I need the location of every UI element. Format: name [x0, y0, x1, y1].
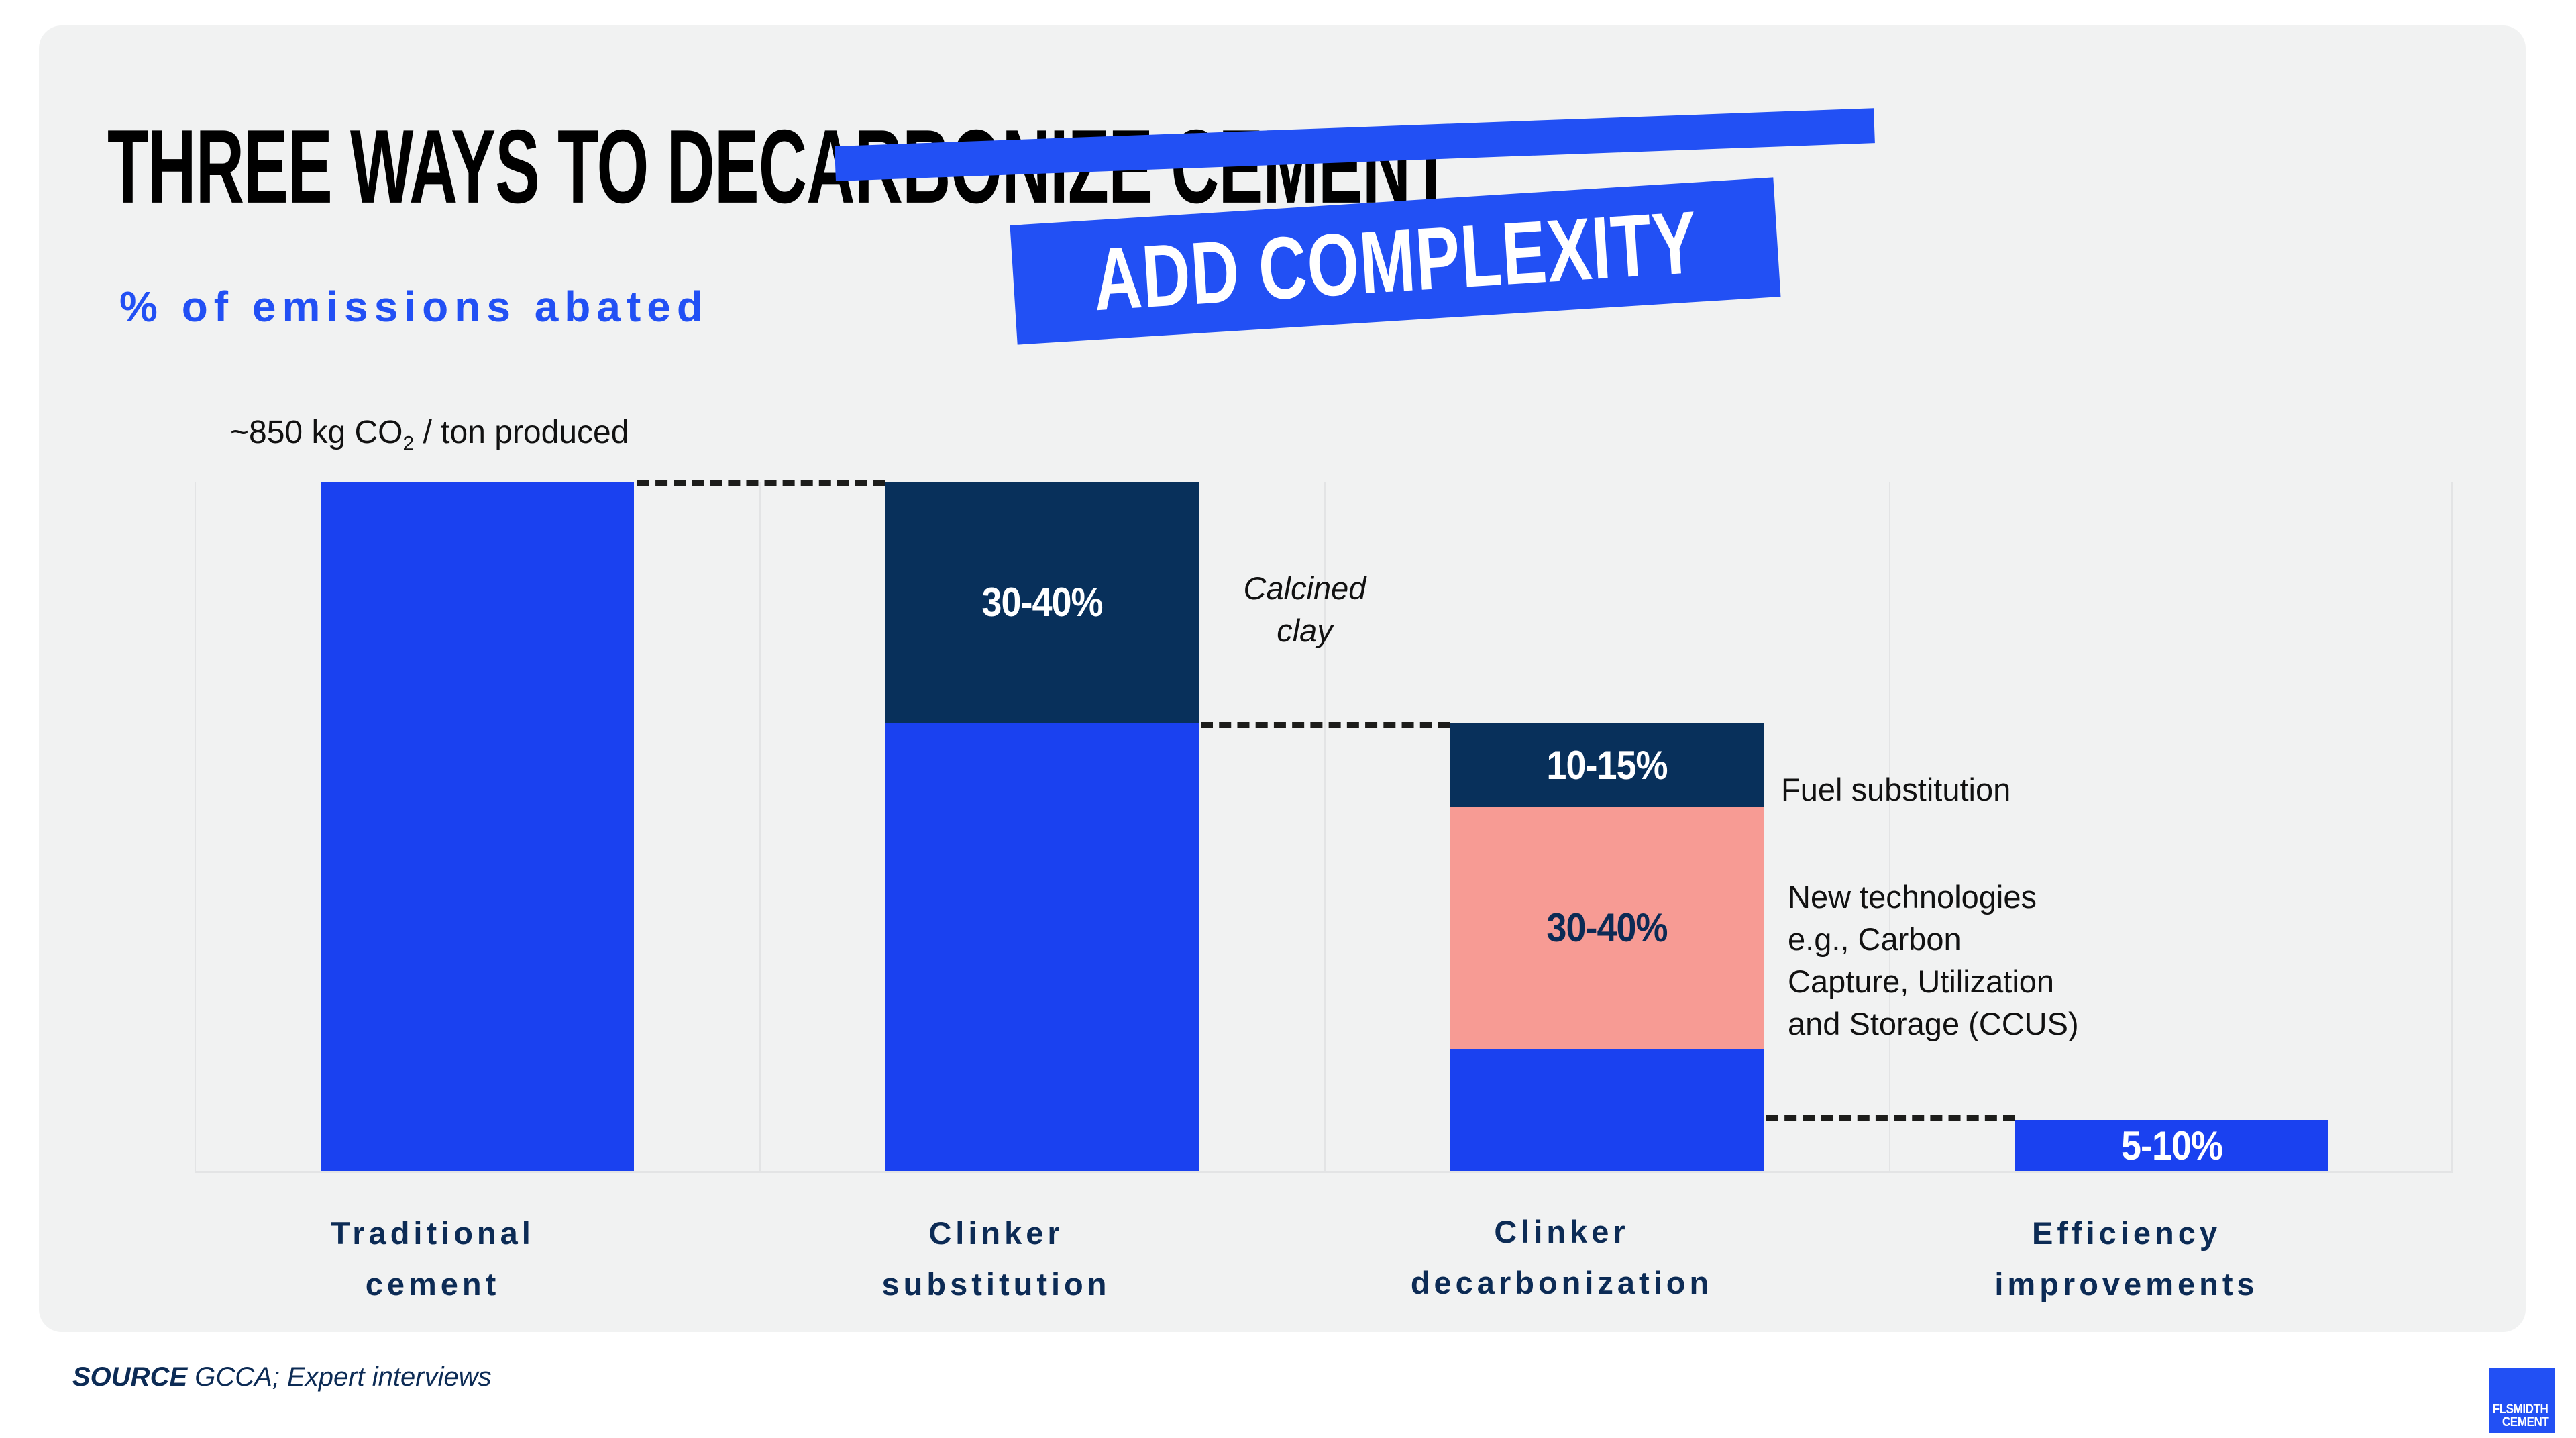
- bar-segment-calcined-clay[interactable]: 30-40%: [885, 482, 1199, 723]
- category-label-line: decarbonization: [1410, 1265, 1713, 1300]
- category-label-line: Clinker: [928, 1215, 1064, 1251]
- bar-segment-new-technologies[interactable]: 30-40%: [1450, 807, 1764, 1049]
- axis-note-prefix: ~850 kg CO: [230, 415, 403, 450]
- category-label-line: improvements: [1994, 1266, 2259, 1302]
- bar-segment-label: 30-40%: [1546, 905, 1668, 951]
- bar-clinker-substitution[interactable]: 30-40%: [885, 482, 1199, 1172]
- bar-segment-remaining[interactable]: [1450, 1049, 1764, 1172]
- grid-line: [1889, 482, 1890, 1172]
- category-label-efficiency-improvements: Efficiency improvements: [1885, 1208, 2368, 1310]
- grid-line: [759, 482, 761, 1172]
- annotation-new-technologies: New technologies e.g., Carbon Capture, U…: [1788, 876, 2217, 1045]
- chart-subtitle: % of emissions abated: [119, 283, 709, 331]
- bar-segment-label: 10-15%: [1546, 742, 1668, 788]
- category-label-line: Efficiency: [2031, 1215, 2222, 1251]
- annotation-line: e.g., Carbon: [1788, 921, 1962, 957]
- annotation-fuel-substitution: Fuel substitution: [1781, 768, 2251, 811]
- grid-line: [195, 482, 196, 1172]
- flsmidth-cement-logo: FLSMIDTH CEMENT: [2489, 1368, 2555, 1433]
- source-label: SOURCE: [72, 1362, 188, 1392]
- connector-dashed-3: [1766, 1115, 2015, 1121]
- category-label-line: cement: [365, 1266, 500, 1302]
- logo-line-2: CEMENT: [2502, 1415, 2549, 1429]
- source-note: SOURCE GCCA; Expert interviews: [72, 1362, 492, 1392]
- category-label-line: substitution: [881, 1266, 1111, 1302]
- category-label-clinker-decarbonization: Clinker decarbonization: [1320, 1206, 1803, 1308]
- annotation-line: Capture, Utilization: [1788, 964, 2055, 999]
- axis-note-subscript: 2: [402, 432, 415, 455]
- bar-traditional-cement[interactable]: [321, 482, 634, 1172]
- annotation-line: Calcined: [1243, 570, 1366, 606]
- grid-line: [2451, 482, 2453, 1172]
- bar-segment-efficiency[interactable]: 5-10%: [2015, 1120, 2328, 1172]
- annotation-calcined-clay: Calcined clay: [1204, 567, 1405, 652]
- bar-segment-remaining[interactable]: [885, 723, 1199, 1172]
- bar-segment-label: 5-10%: [2121, 1123, 2223, 1169]
- axis-note-suffix: / ton produced: [414, 415, 629, 450]
- bar-segment-label: 30-40%: [981, 580, 1103, 625]
- bar-clinker-decarbonization[interactable]: 10-15% 30-40%: [1450, 723, 1764, 1172]
- bar-efficiency-improvements[interactable]: 5-10%: [2015, 1120, 2328, 1172]
- stamp-label: ADD COMPLEXITY: [1090, 192, 1701, 329]
- bar-segment-total[interactable]: [321, 482, 634, 1172]
- source-text: GCCA; Expert interviews: [195, 1362, 492, 1392]
- logo-line-1: FLSMIDTH: [2492, 1402, 2548, 1417]
- axis-note: ~850 kg CO2 / ton produced: [230, 414, 629, 456]
- connector-dashed-1: [637, 480, 885, 486]
- annotation-line: New technologies: [1788, 879, 2037, 915]
- grid-line: [1324, 482, 1326, 1172]
- category-label-line: Traditional: [331, 1215, 535, 1251]
- annotation-line: clay: [1277, 613, 1333, 648]
- category-label-line: Clinker: [1494, 1214, 1629, 1249]
- annotation-line: Fuel substitution: [1781, 772, 2011, 807]
- connector-dashed-2: [1201, 722, 1450, 728]
- category-label-clinker-substitution: Clinker substitution: [755, 1208, 1238, 1310]
- category-label-traditional-cement: Traditional cement: [191, 1208, 674, 1310]
- annotation-line: and Storage (CCUS): [1788, 1006, 2079, 1041]
- bar-segment-fuel-substitution[interactable]: 10-15%: [1450, 723, 1764, 807]
- chart-baseline: [195, 1171, 2453, 1173]
- chart-plot-area: 30-40% 10-15% 30-40% 5-10%: [195, 480, 2453, 1172]
